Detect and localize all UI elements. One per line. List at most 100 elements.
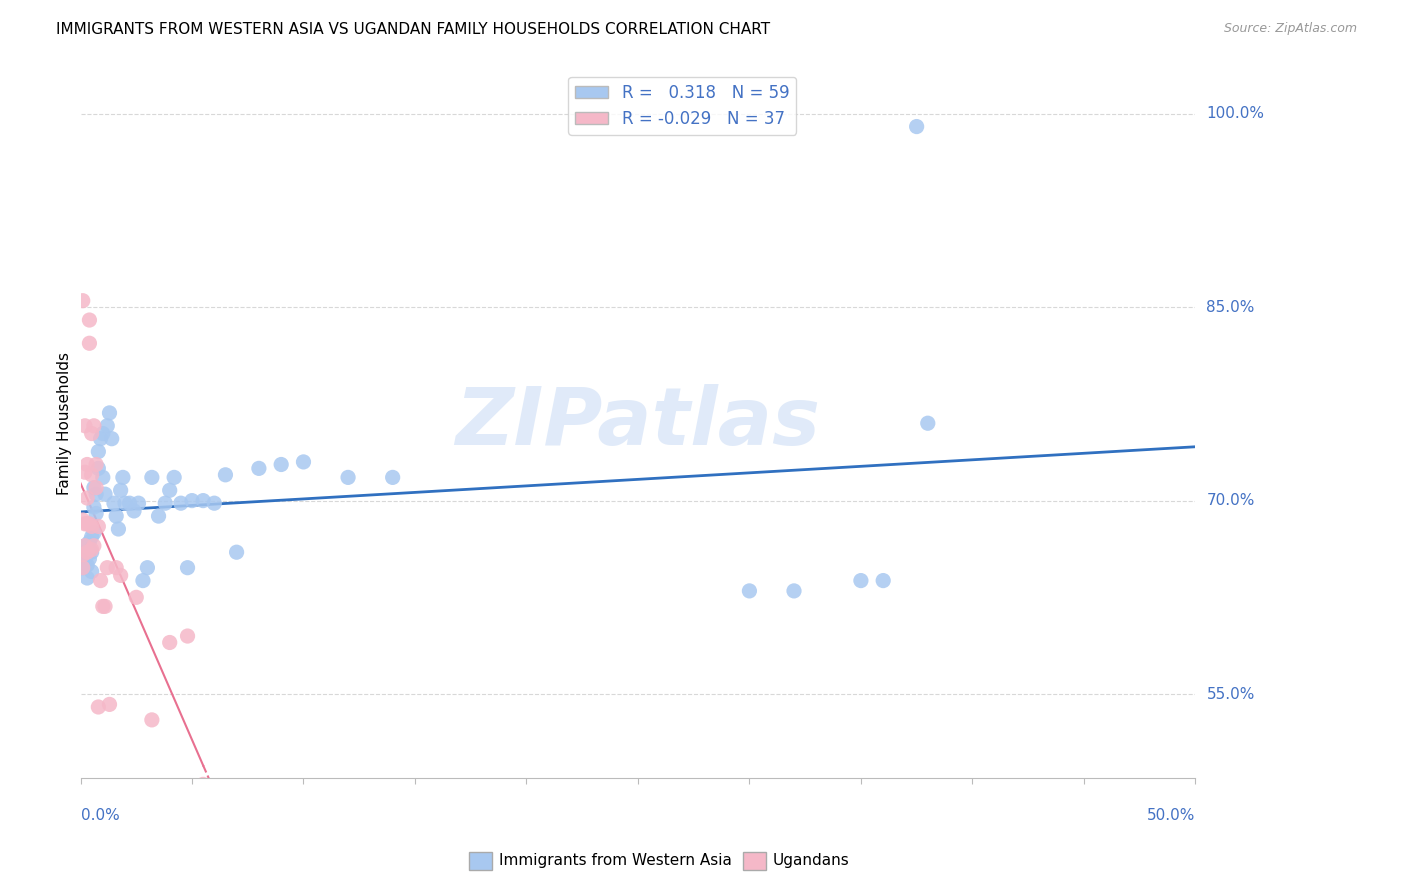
Point — [72, 560, 94, 574]
Point — [738, 583, 761, 598]
Point — [76, 571, 98, 585]
Point — [94, 599, 117, 614]
Point — [98, 406, 121, 420]
Point — [73, 418, 96, 433]
Point — [76, 458, 98, 472]
Point — [72, 548, 94, 562]
Point — [83, 525, 105, 540]
Text: 85.0%: 85.0% — [1206, 300, 1254, 315]
Point — [105, 509, 128, 524]
Point — [73, 539, 96, 553]
Point — [94, 487, 117, 501]
Legend: R =   0.318   N = 59, R = -0.029   N = 37: R = 0.318 N = 59, R = -0.029 N = 37 — [568, 77, 796, 135]
Point — [76, 545, 98, 559]
Point — [783, 583, 806, 598]
Text: 50.0%: 50.0% — [1147, 808, 1195, 823]
Point — [84, 507, 107, 521]
Point — [849, 574, 872, 588]
Point — [110, 568, 132, 582]
Point — [72, 560, 94, 574]
Point — [155, 496, 177, 510]
Point — [76, 542, 98, 557]
Point — [72, 545, 94, 559]
Text: 70.0%: 70.0% — [1206, 493, 1254, 508]
Point — [125, 591, 148, 605]
Point — [163, 470, 186, 484]
Point — [105, 560, 128, 574]
Point — [79, 336, 101, 351]
Point — [73, 465, 96, 479]
Point — [270, 458, 292, 472]
Point — [122, 504, 145, 518]
Text: IMMIGRANTS FROM WESTERN ASIA VS UGANDAN FAMILY HOUSEHOLDS CORRELATION CHART: IMMIGRANTS FROM WESTERN ASIA VS UGANDAN … — [56, 22, 770, 37]
Text: 55.0%: 55.0% — [1206, 687, 1254, 702]
Point — [176, 629, 198, 643]
Point — [141, 713, 163, 727]
Point — [83, 481, 105, 495]
Point — [73, 551, 96, 566]
Point — [84, 458, 107, 472]
Point — [90, 574, 112, 588]
Point — [111, 470, 134, 484]
Point — [76, 558, 98, 573]
Point — [98, 698, 121, 712]
Point — [87, 700, 110, 714]
Point — [84, 487, 107, 501]
Point — [76, 491, 98, 505]
Point — [91, 426, 114, 441]
Point — [73, 539, 96, 553]
Point — [91, 470, 114, 484]
Point — [80, 519, 103, 533]
Point — [225, 545, 247, 559]
Point — [118, 496, 141, 510]
Point — [159, 483, 181, 498]
Text: Ugandans: Ugandans — [773, 854, 849, 868]
Point — [72, 513, 94, 527]
Point — [141, 470, 163, 484]
Point — [84, 481, 107, 495]
Point — [176, 560, 198, 574]
Text: 0.0%: 0.0% — [80, 808, 120, 823]
Point — [90, 432, 112, 446]
Point — [87, 519, 110, 533]
Point — [80, 542, 103, 557]
Point — [191, 493, 214, 508]
Point — [80, 530, 103, 544]
Point — [76, 516, 98, 531]
Text: ZIPatlas: ZIPatlas — [456, 384, 821, 462]
Point — [83, 539, 105, 553]
Point — [79, 551, 101, 566]
Point — [91, 599, 114, 614]
Point — [72, 293, 94, 308]
Point — [96, 560, 118, 574]
Point — [79, 534, 101, 549]
Point — [181, 493, 204, 508]
Point — [110, 483, 132, 498]
Point — [337, 470, 360, 484]
Point — [247, 461, 270, 475]
Point — [905, 120, 928, 134]
Text: 100.0%: 100.0% — [1206, 106, 1264, 121]
Point — [80, 545, 103, 559]
Point — [136, 560, 159, 574]
Point — [79, 313, 101, 327]
Point — [292, 455, 315, 469]
Point — [132, 574, 155, 588]
Point — [103, 496, 125, 510]
Point — [79, 516, 101, 531]
Point — [83, 500, 105, 514]
Point — [96, 418, 118, 433]
Point — [87, 461, 110, 475]
Point — [127, 496, 149, 510]
Point — [80, 426, 103, 441]
Point — [114, 496, 136, 510]
Text: Source: ZipAtlas.com: Source: ZipAtlas.com — [1223, 22, 1357, 36]
Point — [202, 496, 225, 510]
Point — [80, 565, 103, 579]
Point — [191, 777, 214, 791]
Point — [148, 509, 170, 524]
Point — [107, 522, 129, 536]
Point — [159, 635, 181, 649]
Point — [170, 496, 193, 510]
Point — [214, 467, 236, 482]
